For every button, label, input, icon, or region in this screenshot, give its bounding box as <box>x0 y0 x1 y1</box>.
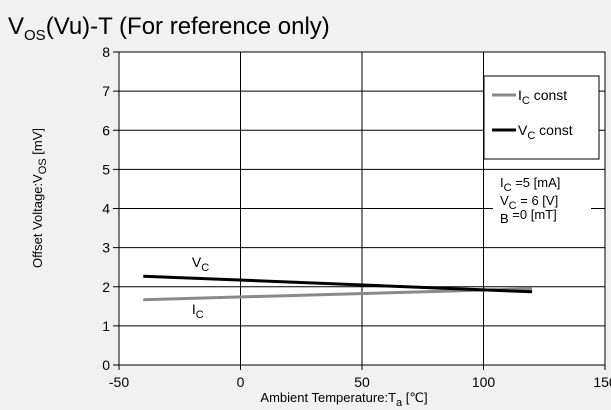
chart-title: VOS(Vu)-T (For reference only) <box>8 13 330 44</box>
legend-box <box>483 75 600 160</box>
x-tick-label: 100 <box>472 374 496 390</box>
y-tick-label: 8 <box>102 44 110 60</box>
x-tick-label: -50 <box>109 374 129 390</box>
condition-vc: VC = 6 [V] <box>500 193 558 212</box>
y-axis-label: Offset Voltage:VOS [mV] <box>30 128 49 268</box>
y-tick-label: 0 <box>102 357 110 373</box>
series-label-0: IC <box>192 301 204 321</box>
legend: IC const VC const <box>483 75 600 160</box>
y-tick-label: 7 <box>102 83 110 99</box>
series-lines: IC VC <box>143 254 533 321</box>
x-tick-label: 0 <box>237 374 245 390</box>
x-tick-label: 50 <box>354 374 370 390</box>
series-line-1 <box>143 274 533 294</box>
y-tick-label: 4 <box>102 201 110 217</box>
y-tick-label: 2 <box>102 279 110 295</box>
x-axis-label: Ambient Temperature:Ta [℃] <box>260 390 427 409</box>
series-label-1: VC <box>192 254 209 274</box>
y-tick-labels: 0 1 2 3 4 5 6 7 8 <box>102 44 119 373</box>
y-tick-label: 5 <box>102 161 110 177</box>
condition-b: B =0 [mT] <box>500 207 557 226</box>
test-conditions: IC =5 [mA] VC = 6 [V] B =0 [mT] <box>493 173 591 237</box>
y-tick-label: 1 <box>102 318 110 334</box>
x-tick-label: 150 <box>593 374 611 390</box>
legend-label-vc: VC const <box>518 122 573 142</box>
x-tick-labels: -50 0 50 100 150 <box>109 365 611 390</box>
y-tick-label: 3 <box>102 240 110 256</box>
condition-ic: IC =5 [mA] <box>500 175 560 194</box>
y-tick-label: 6 <box>102 122 110 138</box>
legend-label-ic: IC const <box>518 87 567 107</box>
conditions-box <box>493 173 591 237</box>
